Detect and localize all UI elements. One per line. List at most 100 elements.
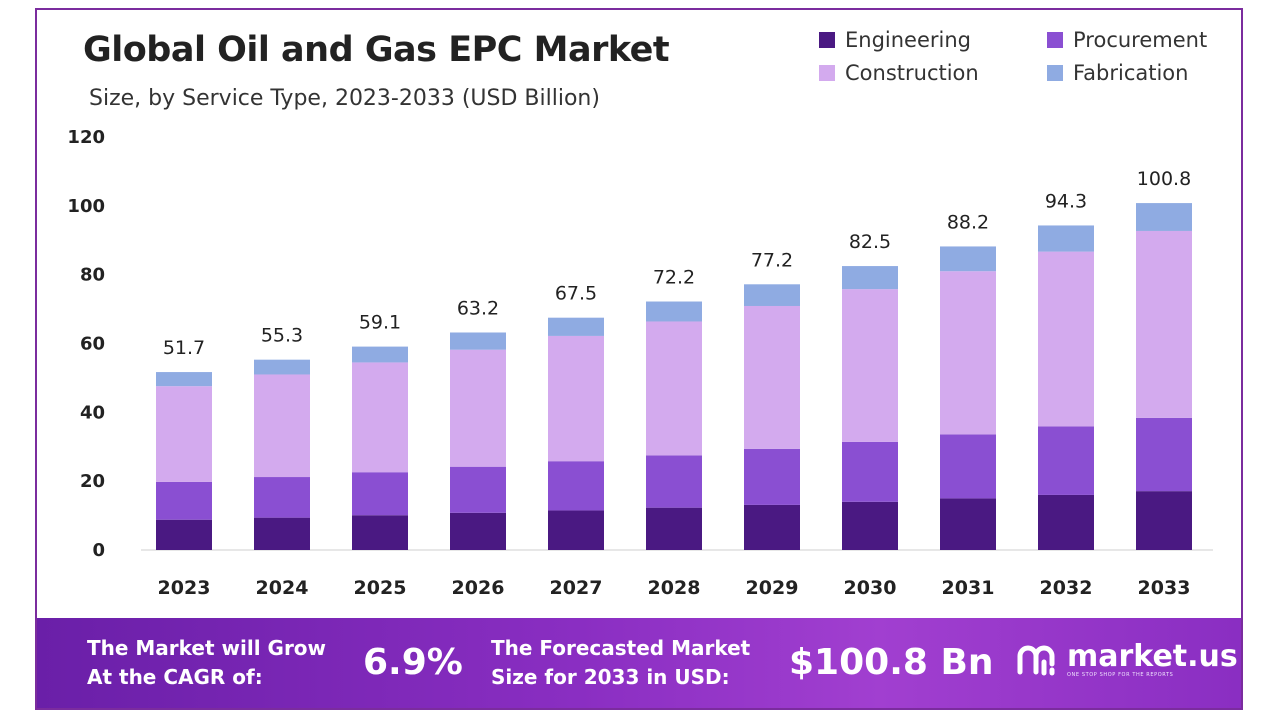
logo-wordmark: market.us ONE STOP SHOP FOR THE REPORTS bbox=[1067, 642, 1238, 679]
bar-procurement-2030 bbox=[842, 441, 898, 502]
bar-group-2024: 55.3 bbox=[254, 325, 310, 550]
x-tick-label: 2032 bbox=[1040, 577, 1093, 599]
bar-group-2027: 67.5 bbox=[548, 283, 604, 550]
bar-fabrication-2025 bbox=[352, 346, 408, 363]
data-label-total: 94.3 bbox=[1045, 190, 1087, 212]
bar-groups: 51.7 55.3 59.1 63.2 67.5 72.2 77.2 82.5 88.2 94.3… bbox=[156, 168, 1192, 550]
chart-subtitle: Size, by Service Type, 2023-2033 (USD Bi… bbox=[89, 86, 600, 111]
bar-fabrication-2033 bbox=[1136, 203, 1192, 231]
y-tick-label: 20 bbox=[80, 471, 105, 492]
forecast-value: $100.8 Bn bbox=[789, 642, 994, 683]
bar-fabrication-2029 bbox=[744, 284, 800, 306]
legend-item-construction: Construction bbox=[819, 61, 979, 85]
bar-procurement-2029 bbox=[744, 448, 800, 505]
bar-fabrication-2031 bbox=[940, 246, 996, 272]
bar-fabrication-2032 bbox=[1038, 225, 1094, 252]
bar-group-2030: 82.5 bbox=[842, 231, 898, 550]
bar-group-2033: 100.8 bbox=[1136, 168, 1192, 550]
bar-procurement-2025 bbox=[352, 472, 408, 516]
x-tick-label: 2028 bbox=[648, 577, 701, 599]
cagr-caption-line-1: The Market will Grow bbox=[87, 636, 327, 660]
x-tick-label: 2025 bbox=[354, 577, 407, 599]
y-tick-label: 0 bbox=[92, 540, 105, 561]
bar-construction-2027 bbox=[548, 335, 604, 462]
forecast-caption: The Forecasted Market Size for 2033 in U… bbox=[491, 634, 750, 692]
y-axis: 0 20 40 60 80 100 120 bbox=[67, 127, 105, 561]
summary-banner: The Market will Grow At the CAGR of: 6.9… bbox=[37, 618, 1241, 708]
data-label-total: 100.8 bbox=[1137, 168, 1191, 190]
bar-construction-2033 bbox=[1136, 230, 1192, 418]
bar-procurement-2023 bbox=[156, 481, 212, 520]
legend-label-fabrication: Fabrication bbox=[1073, 61, 1189, 85]
infographic-frame: Global Oil and Gas EPC Market Size, by S… bbox=[35, 8, 1243, 710]
y-tick-label: 120 bbox=[67, 127, 105, 148]
data-label-total: 55.3 bbox=[261, 325, 303, 347]
bar-engineering-2025 bbox=[352, 515, 408, 550]
bar-procurement-2033 bbox=[1136, 417, 1192, 492]
bar-engineering-2027 bbox=[548, 510, 604, 550]
bar-group-2031: 88.2 bbox=[940, 211, 996, 550]
bar-engineering-2030 bbox=[842, 501, 898, 550]
data-label-total: 88.2 bbox=[947, 211, 989, 233]
legend-label-engineering: Engineering bbox=[845, 28, 971, 52]
market-us-logo-icon bbox=[1017, 645, 1055, 676]
legend-swatch-fabrication bbox=[1047, 65, 1063, 81]
bar-procurement-2032 bbox=[1038, 426, 1094, 495]
stacked-bar-chart: 0 20 40 60 80 100 120 51.7 55.3 59.1 63.2 67.5 72.2… bbox=[67, 127, 1213, 599]
x-axis: 2023 2024 2025 2026 2027 2028 2029 2030 2031 2032… bbox=[158, 577, 1191, 599]
legend-swatch-procurement bbox=[1047, 32, 1063, 48]
x-tick-label: 2023 bbox=[158, 577, 211, 599]
bar-group-2023: 51.7 bbox=[156, 337, 212, 550]
legend-label-construction: Construction bbox=[845, 61, 979, 85]
bar-engineering-2028 bbox=[646, 507, 702, 550]
cagr-value: 6.9% bbox=[363, 642, 463, 683]
bar-procurement-2026 bbox=[450, 466, 506, 513]
x-tick-label: 2031 bbox=[942, 577, 995, 599]
data-label-total: 77.2 bbox=[751, 249, 793, 271]
bar-group-2025: 59.1 bbox=[352, 312, 408, 550]
bar-fabrication-2024 bbox=[254, 359, 310, 375]
logo-tagline: ONE STOP SHOP FOR THE REPORTS bbox=[1067, 672, 1174, 678]
forecast-caption-line-1: The Forecasted Market bbox=[491, 636, 751, 660]
bar-fabrication-2028 bbox=[646, 301, 702, 322]
legend-swatch-engineering bbox=[819, 32, 835, 48]
chart-legend: Engineering Procurement Construction Fab… bbox=[819, 18, 1239, 92]
bar-fabrication-2027 bbox=[548, 317, 604, 336]
bar-engineering-2031 bbox=[940, 498, 996, 550]
cagr-caption-line-2: At the CAGR of: bbox=[87, 665, 263, 689]
market-us-logo: market.us ONE STOP SHOP FOR THE REPORTS bbox=[1015, 640, 1238, 680]
bar-group-2028: 72.2 bbox=[646, 267, 702, 550]
bar-construction-2023 bbox=[156, 386, 212, 482]
bar-engineering-2032 bbox=[1038, 494, 1094, 550]
bar-group-2032: 94.3 bbox=[1038, 190, 1094, 550]
data-label-total: 63.2 bbox=[457, 297, 499, 319]
cagr-caption: The Market will Grow At the CAGR of: bbox=[87, 634, 326, 692]
legend-item-engineering: Engineering bbox=[819, 28, 971, 52]
bar-construction-2029 bbox=[744, 305, 800, 449]
bar-engineering-2023 bbox=[156, 519, 212, 550]
y-tick-label: 80 bbox=[80, 265, 105, 286]
bar-procurement-2031 bbox=[940, 434, 996, 499]
data-label-total: 82.5 bbox=[849, 231, 891, 253]
data-label-total: 67.5 bbox=[555, 283, 597, 305]
x-tick-label: 2030 bbox=[844, 577, 897, 599]
x-tick-label: 2026 bbox=[452, 577, 505, 599]
bar-engineering-2026 bbox=[450, 512, 506, 550]
bar-procurement-2027 bbox=[548, 461, 604, 511]
x-tick-label: 2029 bbox=[746, 577, 799, 599]
data-label-total: 59.1 bbox=[359, 312, 401, 334]
data-label-total: 51.7 bbox=[163, 337, 205, 359]
bar-construction-2025 bbox=[352, 362, 408, 473]
bar-construction-2031 bbox=[940, 271, 996, 435]
bar-construction-2028 bbox=[646, 321, 702, 456]
y-tick-label: 100 bbox=[67, 196, 105, 217]
x-tick-label: 2024 bbox=[256, 577, 309, 599]
bar-fabrication-2030 bbox=[842, 266, 898, 290]
bar-group-2029: 77.2 bbox=[744, 249, 800, 550]
legend-item-fabrication: Fabrication bbox=[1047, 61, 1188, 85]
bar-procurement-2028 bbox=[646, 455, 702, 508]
bar-fabrication-2023 bbox=[156, 372, 212, 387]
legend-label-procurement: Procurement bbox=[1073, 28, 1208, 52]
y-tick-label: 60 bbox=[80, 334, 105, 355]
bar-procurement-2024 bbox=[254, 477, 310, 518]
